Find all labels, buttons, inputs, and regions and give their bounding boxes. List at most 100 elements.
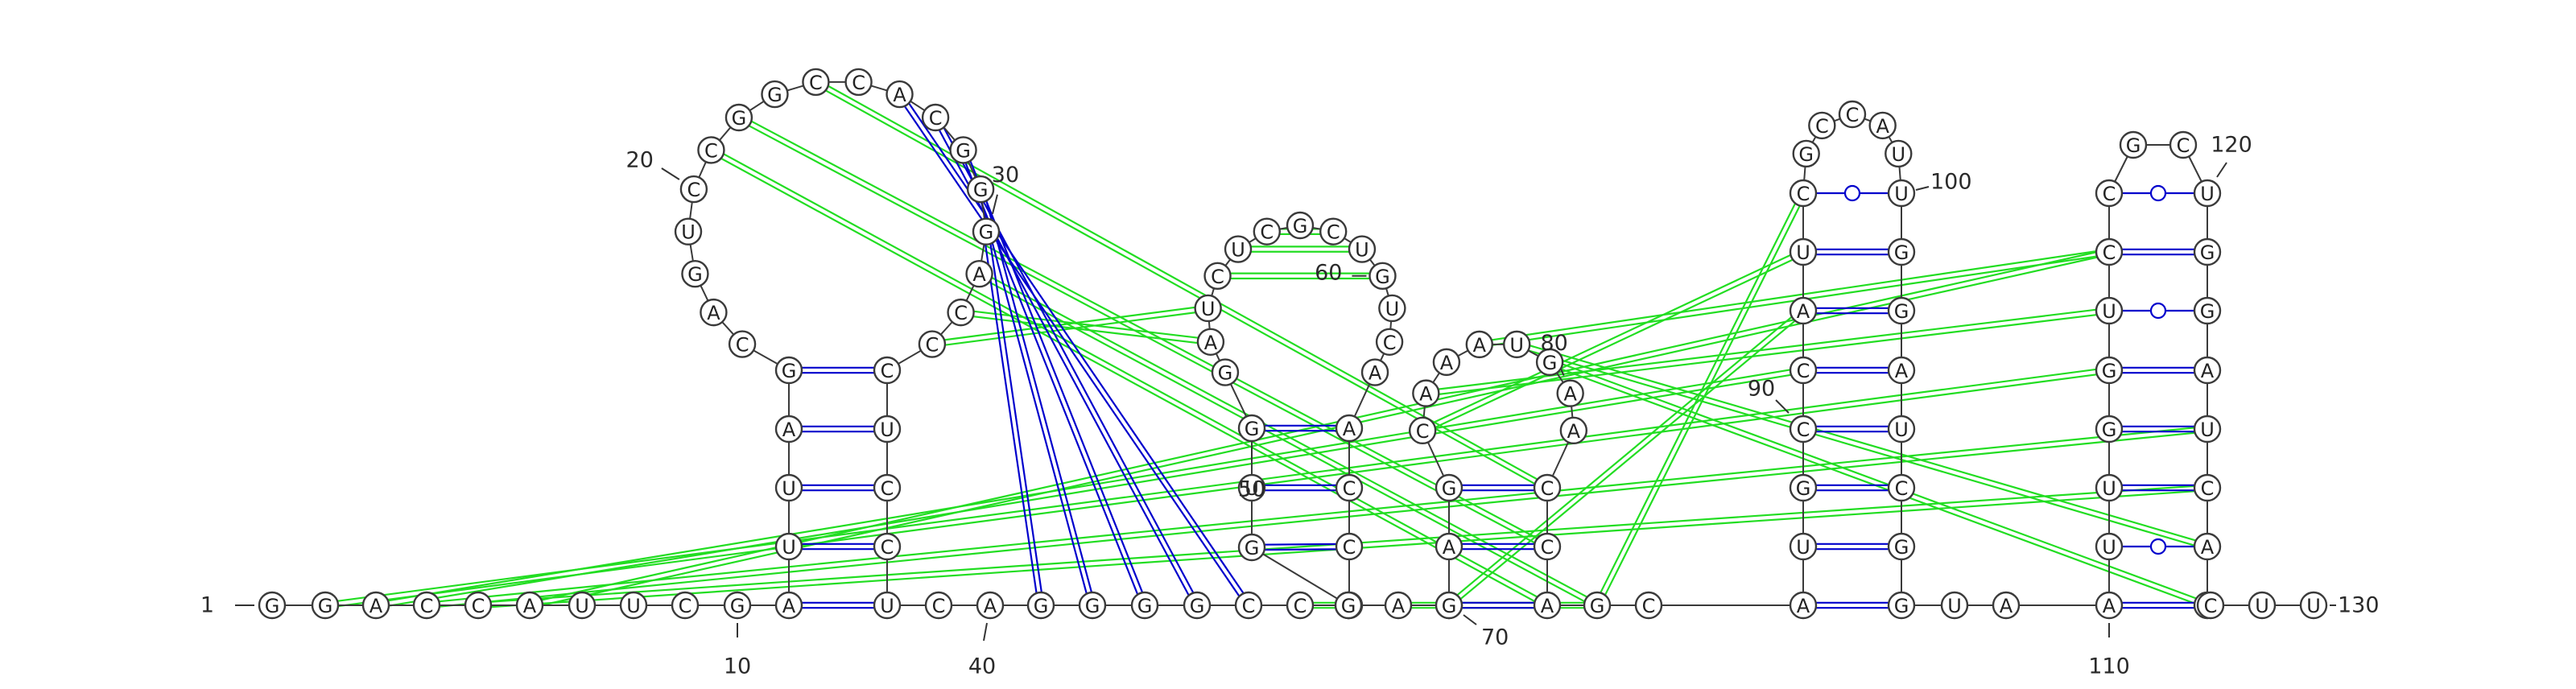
nucleotide-88: U <box>1789 532 1818 561</box>
position-tick <box>661 167 680 180</box>
pseudoknot-interaction <box>1421 249 1803 429</box>
nucleotide-circle <box>1335 532 1364 561</box>
nucleotide-119: C <box>2169 130 2198 159</box>
nucleotide-letter: G <box>2126 134 2141 157</box>
nucleotide-letter: G <box>1245 418 1260 440</box>
nucleotide-letter: U <box>1894 419 1909 441</box>
nucleotide-97: C <box>1838 100 1867 129</box>
nucleotide-6: A <box>515 591 544 620</box>
nucleotide-letter: C <box>1343 536 1356 559</box>
nucleotide-circle <box>1533 473 1562 502</box>
nucleotide-letter: G <box>1034 595 1049 617</box>
nucleotide-65: C <box>1335 473 1364 502</box>
nucleotide-circle <box>1868 111 1897 140</box>
nucleotide-letter: C <box>1797 183 1810 205</box>
nucleotide-circle <box>1253 217 1281 245</box>
nucleotide-circle <box>1789 356 1818 385</box>
nucleotide-19: U <box>674 217 703 245</box>
nucleotide-circle <box>2299 591 2328 620</box>
position-label-80: 80 <box>1540 331 1567 356</box>
nucleotide-circle <box>1789 415 1818 444</box>
nucleotide-letter: A <box>1895 360 1909 382</box>
nucleotide-104: U <box>1887 415 1916 444</box>
watson-crick-pair <box>988 231 1045 605</box>
nucleotide-letter: G <box>1341 595 1356 617</box>
nucleotide-letter: A <box>2000 595 2013 617</box>
pseudoknot-interaction <box>426 425 2207 604</box>
pseudoknot-interaction <box>1517 340 2209 545</box>
nucleotide-letter: U <box>1385 298 1400 320</box>
nucleotide-circle <box>1211 358 1240 386</box>
nucleotide-letter: C <box>2177 134 2190 157</box>
nucleotide-letter: U <box>782 477 796 500</box>
nucleotide-42: G <box>1078 591 1107 620</box>
nucleotide-68: G <box>1334 591 1363 620</box>
nucleotide-circle <box>965 260 993 288</box>
position-label-30: 30 <box>992 163 1019 188</box>
nucleotide-circle <box>1360 358 1389 386</box>
nucleotide-letter: U <box>1509 334 1524 357</box>
nucleotide-circle <box>1196 328 1225 356</box>
pseudoknot-interaction <box>1548 363 2207 609</box>
nucleotide-76: A <box>1432 348 1461 377</box>
position-label-120: 120 <box>2211 133 2252 158</box>
nucleotide-letter: A <box>984 595 997 617</box>
nucleotide-circle <box>1887 179 1916 208</box>
wobble-pair-marker <box>2149 538 2167 555</box>
nucleotide-31: A <box>965 260 993 288</box>
nucleotide-96: C <box>1808 111 1836 140</box>
nucleotide-circle <box>844 68 873 97</box>
nucleotide-90: C <box>1789 415 1818 444</box>
nucleotide-circle <box>1789 296 1818 325</box>
nucleotide-letter: U <box>575 595 589 617</box>
nucleotide-124: U <box>2193 415 2222 444</box>
nucleotide-circle <box>723 591 752 620</box>
pseudoknot-interaction <box>1598 193 1806 607</box>
nucleotide-circle <box>2193 237 2222 266</box>
backbone-segment <box>1251 547 1349 606</box>
nucleotide-circle <box>1319 217 1348 245</box>
nucleotide-61: U <box>1378 294 1406 323</box>
nucleotide-24: C <box>802 68 830 97</box>
nucleotide-118: G <box>2119 130 2148 159</box>
nucleotide-circle <box>679 175 708 204</box>
nucleotide-letter: U <box>2102 536 2116 559</box>
nucleotide-3: A <box>361 591 390 620</box>
nucleotide-79: G <box>1535 348 1564 377</box>
nucleotide-letter: C <box>1815 115 1829 138</box>
nucleotide-26: A <box>886 80 914 109</box>
wobble-pair-marker <box>2149 302 2167 320</box>
nucleotide-2: G <box>311 591 340 620</box>
nucleotide-8: U <box>619 591 648 620</box>
nucleotide-84: A <box>1533 591 1562 620</box>
nucleotide-129: U <box>2248 591 2277 620</box>
nucleotide-45: C <box>1234 591 1263 620</box>
nucleotide-52: A <box>1196 328 1225 356</box>
nucleotide-109: A <box>1992 591 2021 620</box>
nucleotide-56: C <box>1253 217 1281 245</box>
nucleotide-18: G <box>681 260 709 288</box>
nucleotide-letter: G <box>1798 143 1814 166</box>
position-label-90: 90 <box>1748 377 1775 402</box>
pseudoknot-interaction <box>1450 311 1806 609</box>
nucleotide-circle <box>2196 591 2225 620</box>
nucleotide-50: G <box>1237 414 1266 443</box>
nucleotide-circle <box>918 330 947 358</box>
nucleotide-41: G <box>1026 591 1055 620</box>
nucleotide-letter: A <box>972 263 986 286</box>
nucleotide-103: A <box>1887 356 1916 385</box>
nucleotide-107: G <box>1887 591 1916 620</box>
nucleotide-circle <box>515 591 544 620</box>
nucleotide-letter: A <box>2201 536 2215 559</box>
nucleotide-circle <box>1887 415 1916 444</box>
nucleotide-16: C <box>728 330 757 358</box>
nucleotide-35: U <box>873 415 902 444</box>
nucleotide-17: A <box>700 298 728 327</box>
nucleotide-circle <box>1237 414 1266 443</box>
nucleotide-48: G <box>1237 533 1266 562</box>
nucleotide-letter: A <box>1419 383 1433 406</box>
nucleotide-letter: U <box>1245 477 1259 500</box>
nucleotide-letter: G <box>1894 300 1909 323</box>
nucleotide-letter: G <box>687 263 703 286</box>
